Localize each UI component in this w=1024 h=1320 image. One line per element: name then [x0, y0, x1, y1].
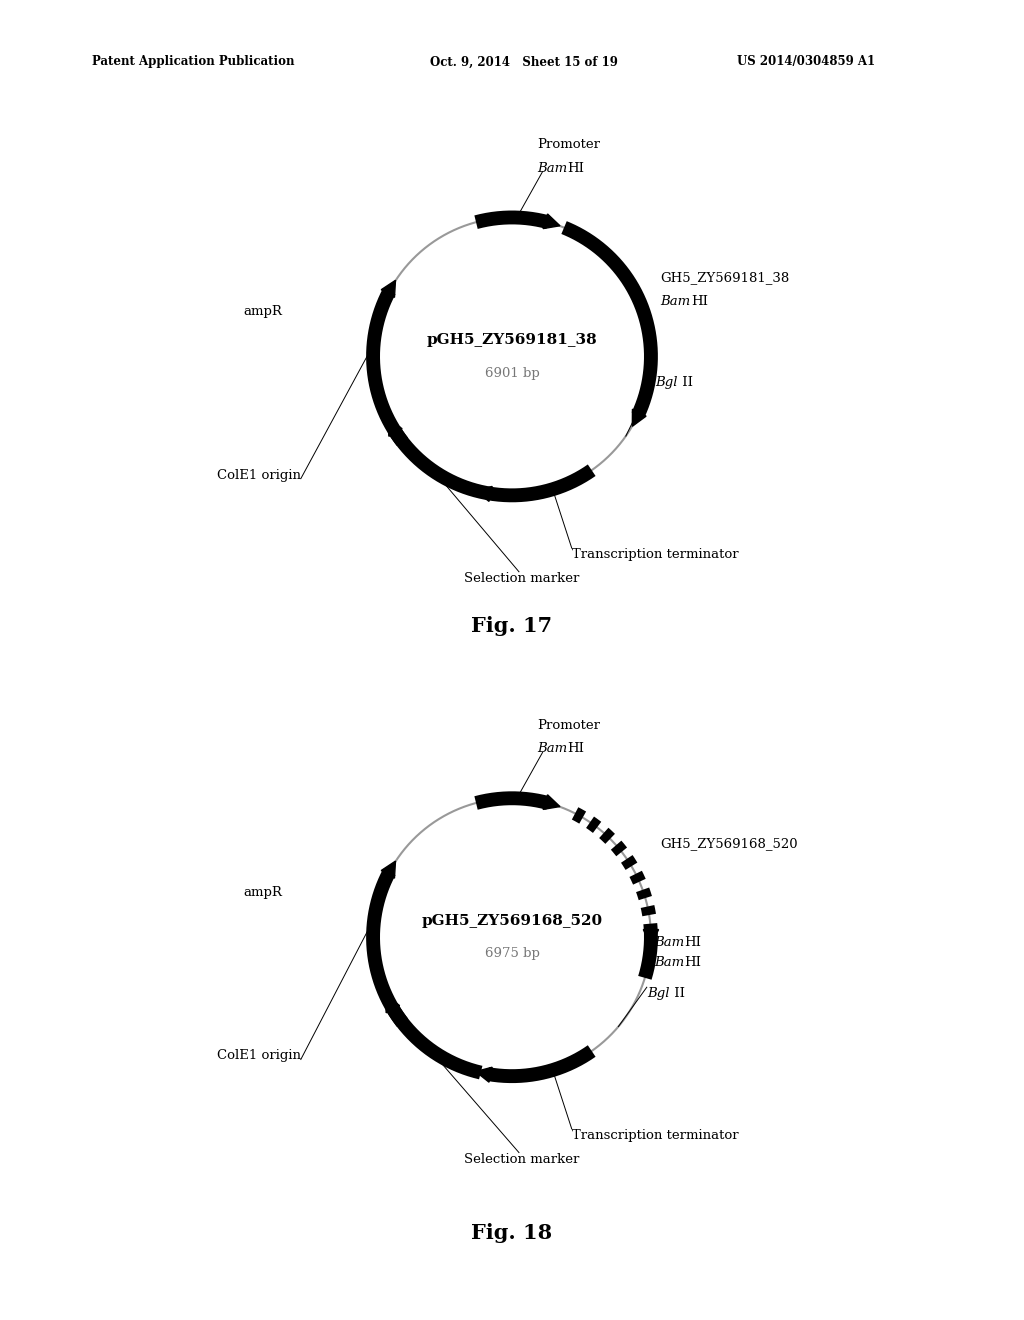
Polygon shape — [381, 861, 395, 878]
Text: Bam: Bam — [653, 957, 684, 969]
Polygon shape — [633, 409, 646, 426]
Text: pGH5_ZY569168_520: pGH5_ZY569168_520 — [422, 913, 602, 928]
Text: Bgl: Bgl — [647, 987, 670, 1001]
Text: pGH5_ZY569181_38: pGH5_ZY569181_38 — [427, 333, 597, 347]
Text: HI: HI — [684, 957, 701, 969]
Text: Fig. 17: Fig. 17 — [471, 616, 553, 636]
Text: Fig. 18: Fig. 18 — [471, 1224, 553, 1243]
Text: 6975 bp: 6975 bp — [484, 948, 540, 961]
Text: Selection marker: Selection marker — [464, 1152, 580, 1166]
Text: Transcription terminator: Transcription terminator — [571, 548, 738, 561]
Polygon shape — [543, 214, 560, 228]
Text: Bgl: Bgl — [655, 376, 678, 388]
Polygon shape — [475, 1068, 493, 1082]
Text: Transcription terminator: Transcription terminator — [571, 1129, 738, 1142]
Text: II: II — [678, 376, 693, 388]
Text: Bam: Bam — [537, 742, 567, 755]
Polygon shape — [543, 795, 560, 809]
Text: Bam: Bam — [537, 161, 567, 174]
Text: Bam: Bam — [653, 936, 684, 949]
Polygon shape — [381, 280, 395, 297]
Text: Bam: Bam — [660, 294, 691, 308]
Text: HI: HI — [567, 742, 585, 755]
Text: GH5_ZY569168_520: GH5_ZY569168_520 — [660, 837, 799, 850]
Text: Oct. 9, 2014   Sheet 15 of 19: Oct. 9, 2014 Sheet 15 of 19 — [430, 55, 617, 69]
Text: Patent Application Publication: Patent Application Publication — [92, 55, 295, 69]
Polygon shape — [388, 420, 402, 437]
Text: HI: HI — [691, 294, 709, 308]
Text: ColE1 origin: ColE1 origin — [217, 1049, 301, 1063]
Text: Selection marker: Selection marker — [464, 572, 580, 585]
Text: ampR: ampR — [244, 886, 283, 899]
Text: GH5_ZY569181_38: GH5_ZY569181_38 — [660, 272, 790, 284]
Text: II: II — [670, 987, 685, 1001]
Text: Promoter: Promoter — [537, 139, 600, 150]
Text: ColE1 origin: ColE1 origin — [217, 469, 301, 482]
Text: ampR: ampR — [244, 305, 283, 318]
Text: Promoter: Promoter — [537, 719, 600, 731]
Text: 6901 bp: 6901 bp — [484, 367, 540, 380]
Text: HI: HI — [684, 936, 701, 949]
Text: HI: HI — [567, 161, 585, 174]
Polygon shape — [643, 929, 658, 945]
Polygon shape — [475, 487, 493, 502]
Text: US 2014/0304859 A1: US 2014/0304859 A1 — [737, 55, 876, 69]
Polygon shape — [386, 995, 399, 1012]
